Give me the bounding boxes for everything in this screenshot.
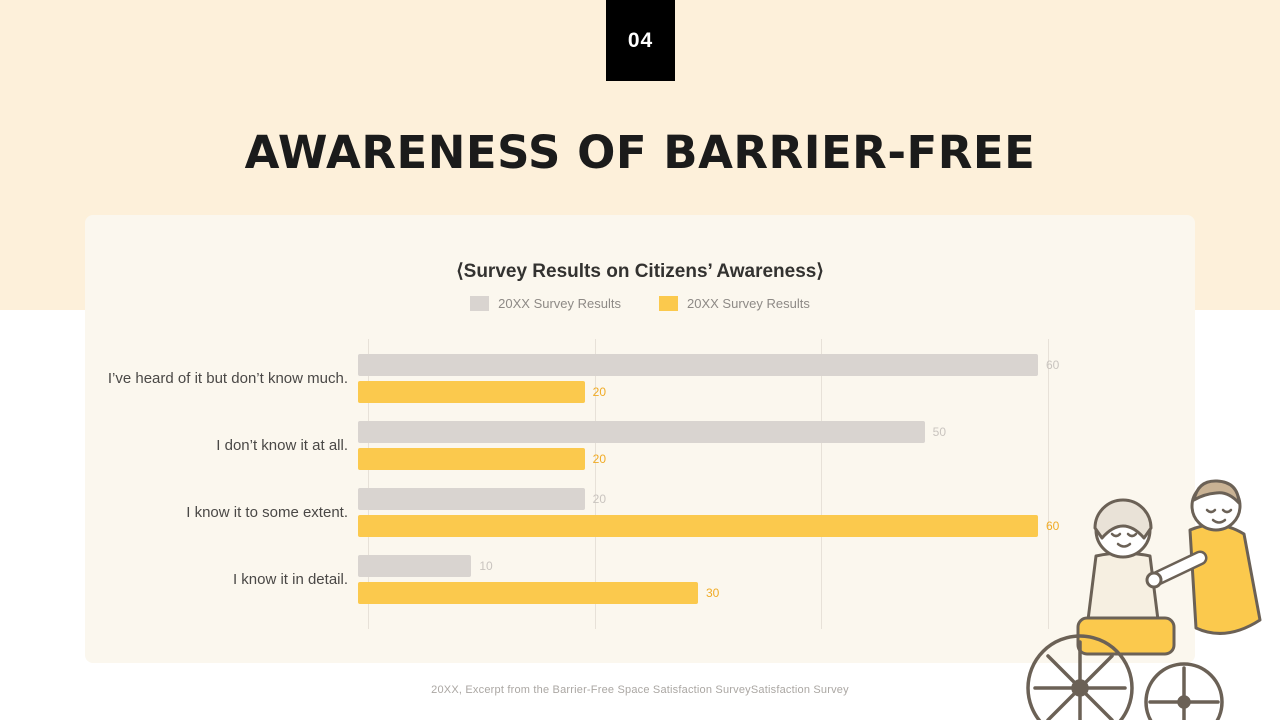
bar-wrap: 60 — [358, 354, 1195, 376]
gridline — [368, 339, 369, 629]
category-label: I know it in detail. — [232, 571, 348, 588]
bar-wrap: 10 — [358, 555, 1195, 577]
chart-row: I’ve heard of it but don’t know much. 60 2… — [85, 345, 1195, 412]
bar-wrap: 20 — [358, 448, 1195, 470]
gridline — [594, 339, 596, 629]
chart-card: ⟨Survey Results on Citizens’ Awareness⟩ … — [85, 215, 1195, 663]
bar-group: 50 20 — [358, 421, 1195, 470]
bar-value-label: 10 — [479, 559, 493, 573]
bar-chart: I’ve heard of it but don’t know much. 60 2… — [85, 339, 1195, 629]
bar-wrap: 30 — [358, 582, 1195, 604]
bar — [358, 488, 585, 510]
bar-wrap: 20 — [358, 381, 1195, 403]
chart-row: I don’t know it at all. 50 20 — [85, 412, 1195, 479]
slide-title: AWARENESS OF BARRIER-FREE — [244, 126, 1036, 179]
bar-group: 60 20 — [358, 354, 1195, 403]
caregiver-wheelchair-illustration — [1026, 479, 1262, 720]
bar-value-label: 30 — [706, 586, 720, 600]
chart-row: I know it in detail. 10 30 — [85, 546, 1195, 613]
bar — [358, 381, 585, 403]
legend-label: 20XX Survey Results — [687, 296, 810, 311]
bar-group: 20 60 — [358, 488, 1195, 537]
bar — [358, 515, 1038, 537]
source-note: 20XX, Excerpt from the Barrier-Free Spac… — [431, 684, 849, 696]
legend-item-yellow: 20XX Survey Results — [659, 296, 810, 311]
bar — [358, 354, 1038, 376]
slide-number-badge: 04 — [606, 0, 675, 81]
category-label: I don’t know it at all. — [216, 437, 348, 454]
bar-value-label: 20 — [592, 385, 607, 399]
legend-swatch-gray — [470, 296, 490, 311]
legend-swatch-yellow — [659, 296, 678, 311]
bar — [358, 582, 698, 604]
gridline — [1048, 339, 1049, 629]
bar-value-label: 20 — [592, 452, 607, 466]
bar-value-label: 60 — [1046, 358, 1060, 372]
bar-value-label: 20 — [592, 492, 607, 506]
bar-value-label: 60 — [1046, 519, 1060, 533]
chart-gridlines — [368, 339, 1049, 629]
legend-label: 20XX Survey Results — [498, 296, 621, 311]
bar — [358, 555, 472, 577]
chart-legend: 20XX Survey Results 20XX Survey Results — [85, 296, 1195, 311]
bar — [358, 448, 585, 470]
bar-wrap: 20 — [358, 488, 1195, 510]
bar-group: 10 30 — [358, 555, 1195, 604]
chart-title: ⟨Survey Results on Citizens’ Awareness⟩ — [456, 261, 824, 282]
category-label: I’ve heard of it but don’t know much. — [107, 370, 348, 387]
bar-wrap: 50 — [358, 421, 1195, 443]
chart-rows: I’ve heard of it but don’t know much. 60 2… — [85, 345, 1195, 613]
chart-row: I know it to some extent. 20 60 — [85, 479, 1195, 546]
category-label: I know it to some extent. — [186, 504, 348, 521]
gridline — [821, 339, 823, 629]
legend-item-gray: 20XX Survey Results — [470, 296, 621, 311]
bar — [358, 421, 925, 443]
bar-wrap: 60 — [358, 515, 1195, 537]
bar-value-label: 50 — [932, 425, 947, 439]
